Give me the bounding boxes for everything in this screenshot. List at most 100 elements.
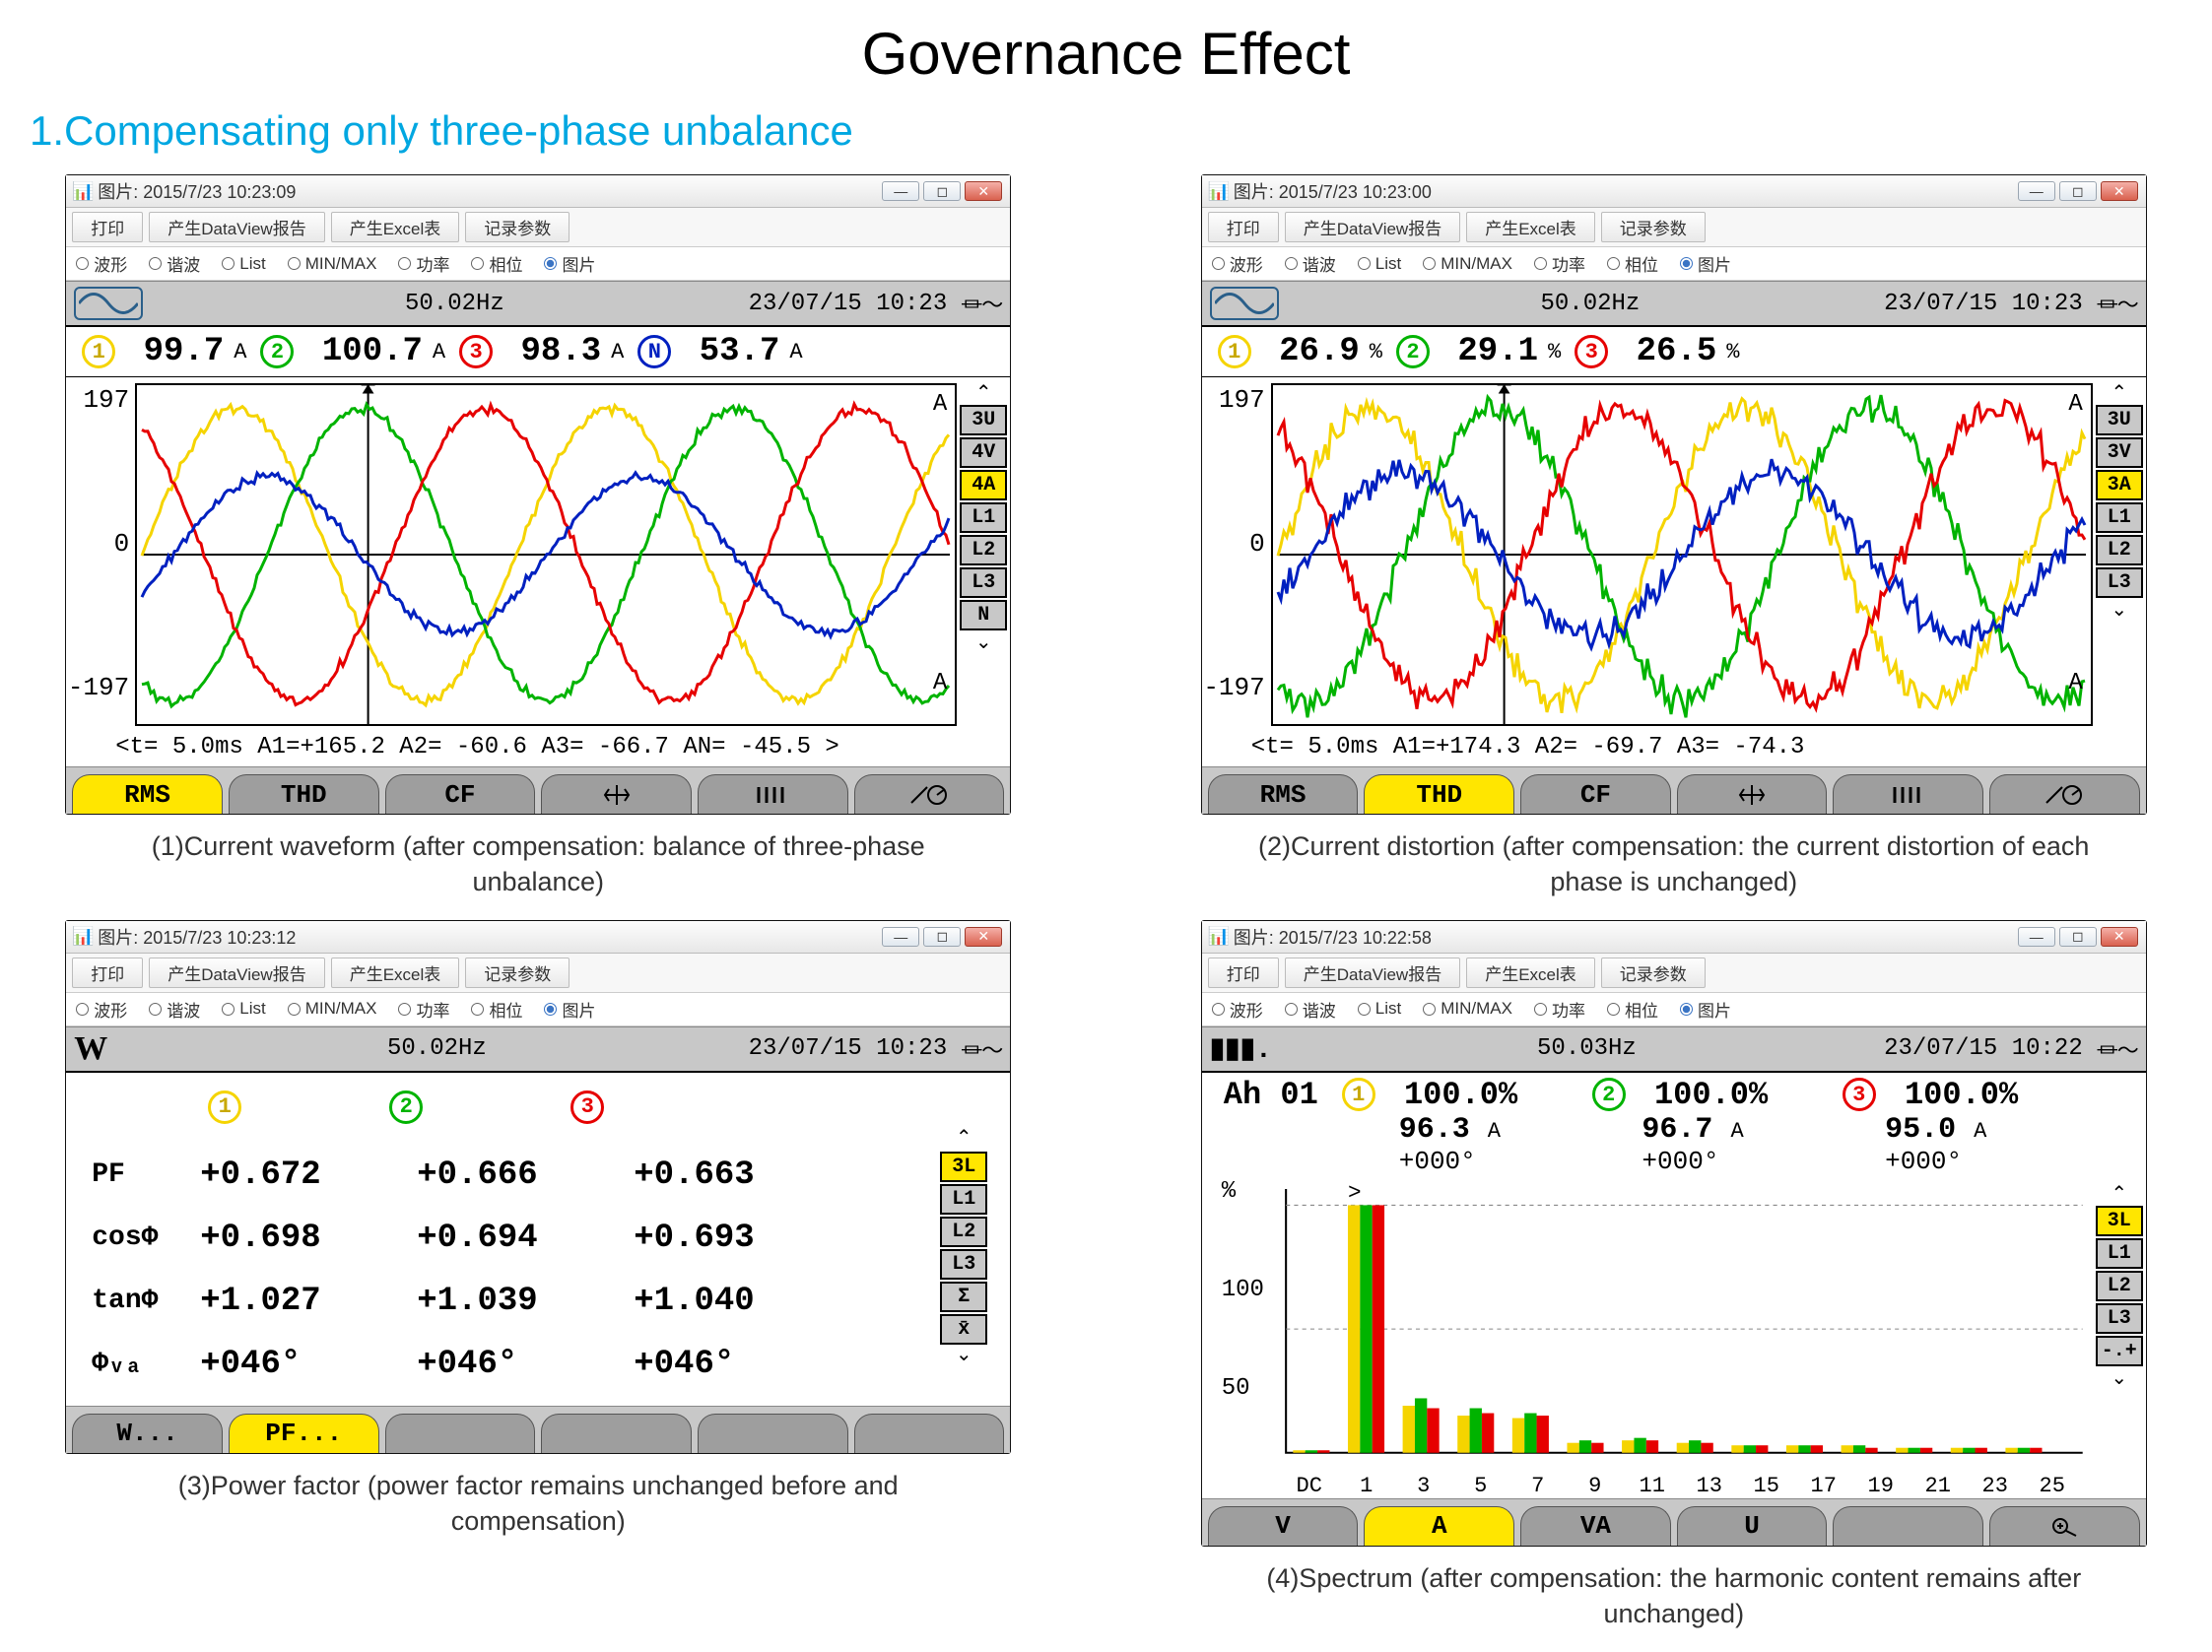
side-button-Σ[interactable]: Σ [940,1282,987,1312]
side-button--.+[interactable]: -.+ [2096,1336,2143,1366]
phase-badge: 2 [1396,335,1430,368]
side-button-L1[interactable]: L1 [940,1184,987,1215]
maximize-button[interactable]: ◻ [2059,181,2097,201]
menu-dataview[interactable]: 产生DataView报告 [1285,212,1460,242]
scroll-down[interactable]: ⌄ [2111,1368,2127,1388]
side-button-L1[interactable]: L1 [2096,502,2143,533]
scroll-up[interactable]: ⌃ [2111,1184,2127,1204]
tab-THD[interactable]: THD [1364,774,1514,814]
side-button-L3[interactable]: L3 [960,567,1007,598]
panel-2-window: 📊图片: 2015/7/23 10:23:00—◻✕ 打印产生DataView报… [1201,174,2147,815]
tab-cursor-icon[interactable] [541,774,692,814]
datetime-label: 23/07/15 10:22 [1884,1035,2083,1062]
scroll-up[interactable]: ⌃ [2111,383,2127,403]
maximize-button[interactable]: ◻ [923,927,961,947]
side-button-4A[interactable]: 4A [960,470,1007,500]
radio-list[interactable]: List [222,254,265,274]
reading-value: 29.1 [1438,333,1538,370]
tab-bars-icon[interactable] [1833,774,1983,814]
tab-cursor-icon[interactable] [1677,774,1828,814]
menu-print[interactable]: 打印 [1208,212,1279,242]
tab-zoom-icon[interactable] [1989,1506,2140,1546]
tab-CF[interactable]: CF [1520,774,1671,814]
tab-blank-4[interactable] [854,1414,1005,1453]
reading-value: 53.7 [679,333,779,370]
side-button-3V[interactable]: 3V [2096,437,2143,468]
side-button-L2[interactable]: L2 [2096,1271,2143,1301]
cell-value: +1.027 [200,1283,417,1320]
tab-phasor-icon[interactable] [1989,774,2140,814]
side-button-3L[interactable]: 3L [940,1152,987,1182]
side-button-4V[interactable]: 4V [960,437,1007,468]
menu-excel[interactable]: 产生Excel表 [1466,212,1595,242]
xtick: 19 [1852,1474,1910,1498]
maximize-button[interactable]: ◻ [923,181,961,201]
phase-percent: 100.0% [1636,1077,1833,1113]
radio-minmax[interactable]: MIN/MAX [288,254,377,274]
scroll-up[interactable]: ⌃ [975,383,992,403]
close-button[interactable]: ✕ [965,181,1002,201]
tab-blank-1[interactable] [385,1414,536,1453]
tab-blank-2[interactable] [541,1414,692,1453]
phase-badge: 3 [459,335,493,368]
tab-W...[interactable]: W... [72,1414,223,1453]
side-button-N[interactable]: N [960,600,1007,630]
tab-A[interactable]: A [1364,1506,1514,1546]
close-button[interactable]: ✕ [2101,927,2138,947]
radio-wave[interactable]: 波形 [76,251,127,276]
menu-log[interactable]: 记录参数 [465,212,570,242]
radio-image[interactable]: 图片 [544,251,595,276]
radio-harmonic[interactable]: 谐波 [149,251,200,276]
tab-CF[interactable]: CF [385,774,536,814]
tab-V[interactable]: V [1208,1506,1359,1546]
menu-print[interactable]: 打印 [72,212,143,242]
panel-3-window: 📊图片: 2015/7/23 10:23:12—◻✕ 打印产生DataView报… [65,920,1011,1454]
side-button-L3[interactable]: L3 [2096,1303,2143,1334]
side-button-L1[interactable]: L1 [2096,1238,2143,1269]
minimize-button[interactable]: — [882,927,919,947]
radio-phase[interactable]: 相位 [471,251,522,276]
scroll-down[interactable]: ⌄ [956,1347,972,1366]
side-button-3U[interactable]: 3U [2096,405,2143,435]
close-button[interactable]: ✕ [2101,181,2138,201]
tab-RMS[interactable]: RMS [1208,774,1359,814]
ytick: 50 [1222,1375,1281,1474]
side-button-3A[interactable]: 3A [2096,470,2143,500]
close-button[interactable]: ✕ [965,927,1002,947]
radio-power[interactable]: 功率 [398,251,449,276]
minimize-button[interactable]: — [2018,181,2055,201]
tab-bars-icon[interactable] [698,774,848,814]
side-button-L1[interactable]: L1 [960,502,1007,533]
tab-blank-3[interactable] [698,1414,848,1453]
maximize-button[interactable]: ◻ [2059,927,2097,947]
minimize-button[interactable]: — [2018,927,2055,947]
side-button-L2[interactable]: L2 [2096,535,2143,565]
side-button-3U[interactable]: 3U [960,405,1007,435]
menu-log[interactable]: 记录参数 [1601,212,1706,242]
tab-THD[interactable]: THD [229,774,379,814]
radio-bar: 波形 谐波 List MIN/MAX 功率 相位 图片 [66,247,1010,281]
panel-4-cell: 📊图片: 2015/7/23 10:22:58—◻✕ 打印产生DataView报… [1166,920,2183,1632]
side-button-L2[interactable]: L2 [960,535,1007,565]
tab-RMS[interactable]: RMS [72,774,223,814]
side-button-x̄[interactable]: x̄ [940,1314,987,1345]
tab-blank[interactable] [1833,1506,1983,1546]
minimize-button[interactable]: — [882,181,919,201]
cell-value: +1.040 [634,1283,850,1320]
scroll-down[interactable]: ⌄ [2111,600,2127,620]
side-button-3L[interactable]: 3L [2096,1206,2143,1236]
side-button-L3[interactable]: L3 [2096,567,2143,598]
menu-dataview[interactable]: 产生DataView报告 [149,212,324,242]
phase-angle: +000° [1642,1147,1885,1176]
scroll-down[interactable]: ⌄ [975,632,992,652]
spectrum-area: %10050 > ⌃3LL1L2L3-.+⌄ [1202,1178,2146,1474]
tab-PF...[interactable]: PF... [229,1414,379,1453]
side-button-L2[interactable]: L2 [940,1217,987,1247]
scroll-up[interactable]: ⌃ [956,1130,972,1150]
tab-VA[interactable]: VA [1520,1506,1671,1546]
xtick: 23 [1967,1474,2024,1498]
menu-excel[interactable]: 产生Excel表 [331,212,460,242]
tab-phasor-icon[interactable] [854,774,1005,814]
tab-U[interactable]: U [1677,1506,1828,1546]
side-button-L3[interactable]: L3 [940,1249,987,1280]
